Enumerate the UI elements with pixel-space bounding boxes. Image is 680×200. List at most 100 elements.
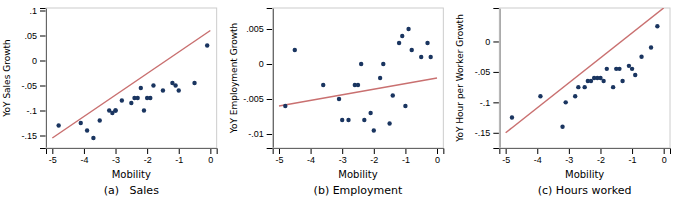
point: [378, 76, 382, 80]
fit-line: [52, 31, 210, 139]
tick-label: -2: [597, 155, 605, 165]
tick-mark: [506, 148, 507, 154]
tick-mark: [632, 148, 633, 154]
tick: -.005: [243, 94, 273, 104]
tick-mark: [40, 11, 46, 12]
point: [79, 121, 83, 125]
points: [283, 27, 433, 133]
tick-label: -.1: [480, 98, 491, 108]
point: [368, 111, 372, 115]
panel: -5-4-3-2-10-.01-.0050.005MobilityYoY Emp…: [229, 8, 444, 197]
point: [113, 108, 117, 112]
point: [362, 118, 366, 122]
point: [387, 121, 391, 125]
x-axis: -5-4-3-2-10: [273, 148, 444, 165]
point: [139, 86, 143, 90]
point: [633, 73, 637, 77]
point: [576, 85, 580, 89]
point: [630, 67, 634, 71]
point: [403, 104, 407, 108]
point: [425, 41, 429, 45]
tick-label: 0: [662, 155, 667, 165]
tick-label: .05: [24, 31, 37, 41]
tick: -3: [112, 148, 120, 165]
panel: -5-4-3-2-10-.15-.1-.050.05.1MobilityYoY …: [2, 6, 217, 197]
point: [428, 55, 432, 59]
point: [177, 88, 181, 92]
fit-line: [506, 8, 664, 133]
tick-mark: [267, 64, 273, 65]
tick: -4: [80, 148, 88, 165]
panel-title: (a) Sales: [104, 184, 159, 197]
axis-line: [273, 149, 444, 155]
tick-label: .1: [29, 6, 37, 16]
tick-mark: [210, 148, 211, 154]
point: [391, 93, 395, 97]
tick: -.15: [475, 128, 500, 138]
point: [639, 54, 643, 58]
point: [611, 85, 615, 89]
point: [400, 34, 404, 38]
tick-label: -.05: [21, 81, 37, 91]
point: [120, 98, 124, 102]
point: [582, 85, 586, 89]
point: [649, 45, 653, 49]
point: [151, 83, 155, 87]
points: [510, 24, 660, 129]
point: [605, 67, 609, 71]
axis-line: [47, 149, 218, 155]
tick: -2: [370, 148, 378, 165]
point: [573, 94, 577, 98]
tick-label: 0: [259, 59, 264, 69]
tick-label: -5: [49, 155, 57, 165]
tick-mark: [493, 102, 499, 103]
tick-mark: [279, 148, 280, 154]
tick: .05: [24, 31, 46, 41]
y-axis-title: YoY Sales Growth: [2, 39, 12, 118]
tick-mark: [493, 72, 499, 73]
tick-mark: [267, 99, 273, 100]
tick: -2: [144, 148, 152, 165]
tick-mark: [537, 148, 538, 154]
tick: -3: [565, 148, 573, 165]
tick-label: -3: [339, 155, 347, 165]
tick-label: 0: [435, 155, 440, 165]
tick-label: -.005: [243, 94, 264, 104]
point: [129, 101, 133, 105]
tick-label: -3: [565, 155, 573, 165]
tick-label: 0: [208, 155, 213, 165]
point: [205, 43, 209, 47]
tick-label: -.15: [475, 128, 491, 138]
tick: -1: [629, 148, 637, 165]
point: [346, 118, 350, 122]
tick-mark: [179, 148, 180, 154]
point: [340, 118, 344, 122]
tick: -.01: [248, 129, 273, 139]
x-axis: -5-4-3-2-10: [47, 148, 218, 165]
tick-mark: [267, 134, 273, 135]
point: [293, 48, 297, 52]
tick-label: -4: [80, 155, 88, 165]
point: [617, 67, 621, 71]
tick-mark: [267, 29, 273, 30]
point: [161, 88, 165, 92]
panel-title: (c) Hours worked: [538, 184, 632, 197]
tick-mark: [437, 148, 438, 154]
point: [91, 136, 95, 140]
tick: -.05: [475, 67, 500, 77]
panel: -5-4-3-2-10-.15-.1-.050MobilityYoY Hour …: [455, 8, 670, 197]
tick-label: -.01: [248, 129, 264, 139]
tick: 0: [208, 148, 213, 165]
y-axis: -.15-.1-.050.05.1: [21, 6, 46, 149]
tick-mark: [664, 148, 665, 154]
tick-label: -2: [370, 155, 378, 165]
y-axis-title: YoY Hour per Worker Growth: [455, 14, 465, 143]
plot-frame: [273, 8, 444, 148]
tick-mark: [493, 41, 499, 42]
tick: .005: [246, 24, 273, 34]
marks: [506, 8, 664, 133]
tick: -.15: [21, 131, 46, 141]
tick-label: -1: [629, 155, 637, 165]
point: [85, 128, 89, 132]
point: [56, 123, 60, 127]
